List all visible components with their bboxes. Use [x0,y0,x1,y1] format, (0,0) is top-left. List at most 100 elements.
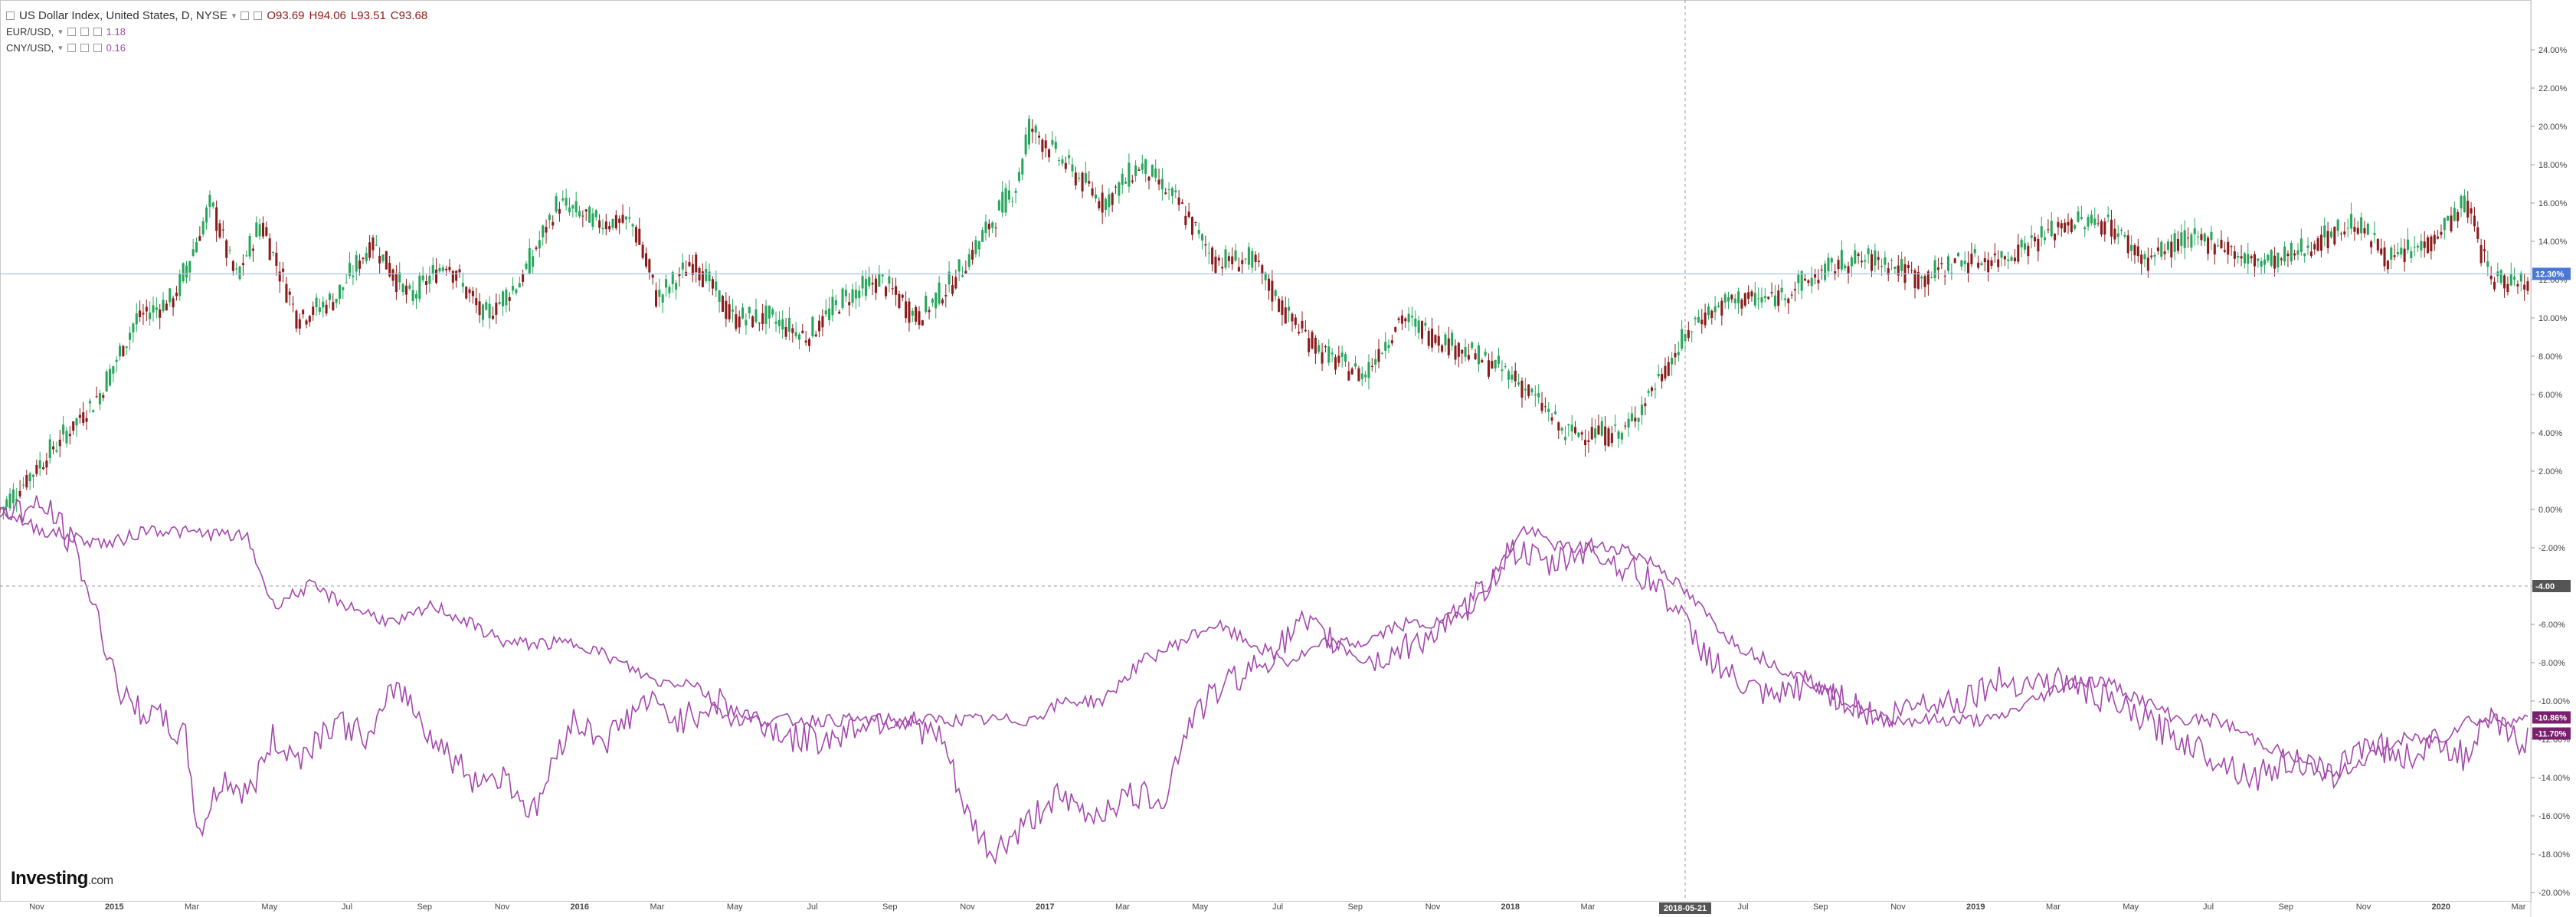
candle-body [1940,263,1943,264]
candle-body [261,222,264,237]
main-symbol[interactable]: US Dollar Index, United States, D, NYSE [19,8,227,22]
candle-body [1780,287,1783,293]
visibility-icon[interactable] [241,11,250,20]
candle-body [2296,250,2299,255]
y-tick-label: -14.00% [2538,774,2570,783]
x-tick-label: Jul [2203,902,2214,912]
candle-body [2323,225,2326,238]
x-tick-label: 2018 [1501,902,1520,912]
candle-body [2000,251,2003,258]
candle-body [1694,317,1697,319]
candle-body [2143,254,2146,260]
candle-body [1697,316,1700,323]
candle-body [1563,437,1566,440]
candle-body [695,254,698,273]
candle-body [2299,238,2303,252]
x-tick-label: Nov [1425,902,1441,912]
candle-body [1847,266,1850,273]
candle-body [62,424,65,435]
candle-body [1957,253,1960,257]
candle-body [368,242,372,258]
candle-body [631,224,634,227]
cny-last-badge [2532,727,2571,740]
chevron-down-icon[interactable]: ▾ [58,43,63,53]
candle-body [2516,283,2519,287]
candle-body [648,259,651,273]
candle-body [1877,257,1880,260]
candle-body [425,281,428,286]
close-icon[interactable] [93,28,102,36]
settings-icon[interactable] [80,28,89,36]
candle-body [2160,241,2163,257]
candle-body [1943,275,1946,277]
candle-body [1773,295,1776,306]
candle-body [2483,249,2486,251]
candle-body [2309,251,2313,257]
candle-body [1477,345,1480,365]
candle-body [125,346,128,349]
candle-body [172,298,175,308]
candle-body [2166,241,2169,251]
settings-icon[interactable] [80,44,89,52]
candle-body [2366,224,2369,235]
candle-body [1247,247,1250,265]
candle-body [408,285,411,289]
candle-body [1237,267,1240,272]
candle-body [1900,259,1903,271]
candle-body [1533,394,1537,396]
candle-body [155,307,158,310]
candle-body [1884,257,1887,265]
candle-body [441,267,444,271]
legend-eur[interactable]: EUR/USD, ▾ 1.18 [6,24,427,40]
candle-body [1374,359,1377,365]
candle-body [1007,190,1010,200]
candle-body [1597,425,1600,435]
brand-logo: Investing.com [11,868,113,889]
candle-body [58,439,61,447]
candle-body [1520,380,1524,398]
candle-body [1221,267,1224,269]
candle-body [1757,298,1760,300]
settings-icon[interactable] [254,11,263,20]
candle-body [322,301,325,308]
candle-body [149,312,152,319]
eur-symbol[interactable]: EUR/USD, [6,25,54,38]
candle-body [1910,270,1913,271]
candle-body [75,418,78,426]
chevron-down-icon[interactable]: ▾ [231,11,237,21]
candle-body [1174,190,1177,193]
candle-body [355,255,358,272]
candle-body [1617,431,1620,439]
visibility-icon[interactable] [67,28,76,36]
candle-body [1014,190,1017,193]
candle-body [977,241,980,250]
candle-body [1604,426,1607,446]
candle-body [338,284,341,299]
candle-body [1787,298,1790,303]
candle-body [888,276,891,284]
candle-body [1064,162,1067,169]
candle-body [2370,241,2373,247]
candle-body [2319,234,2322,251]
legend-main[interactable]: US Dollar Index, United States, D, NYSE … [6,8,427,24]
candle-body [578,211,581,217]
candle-body [701,271,704,287]
candle-body [2427,237,2430,254]
candle-body [1414,318,1417,327]
candle-body [1397,318,1400,320]
close-icon[interactable] [93,44,102,52]
visibility-icon[interactable] [67,44,76,52]
candle-body [495,303,498,315]
cny-symbol[interactable]: CNY/USD, [6,41,54,54]
candle-body [362,257,365,260]
collapse-icon[interactable] [6,11,15,20]
legend-cny[interactable]: CNY/USD, ▾ 0.16 [6,40,427,56]
candle-body [1723,294,1727,303]
candle-body [391,269,394,281]
candle-body [1767,296,1770,300]
candle-body [621,215,624,223]
chevron-down-icon[interactable]: ▾ [58,27,63,37]
x-tick-label: Mar [185,902,199,912]
